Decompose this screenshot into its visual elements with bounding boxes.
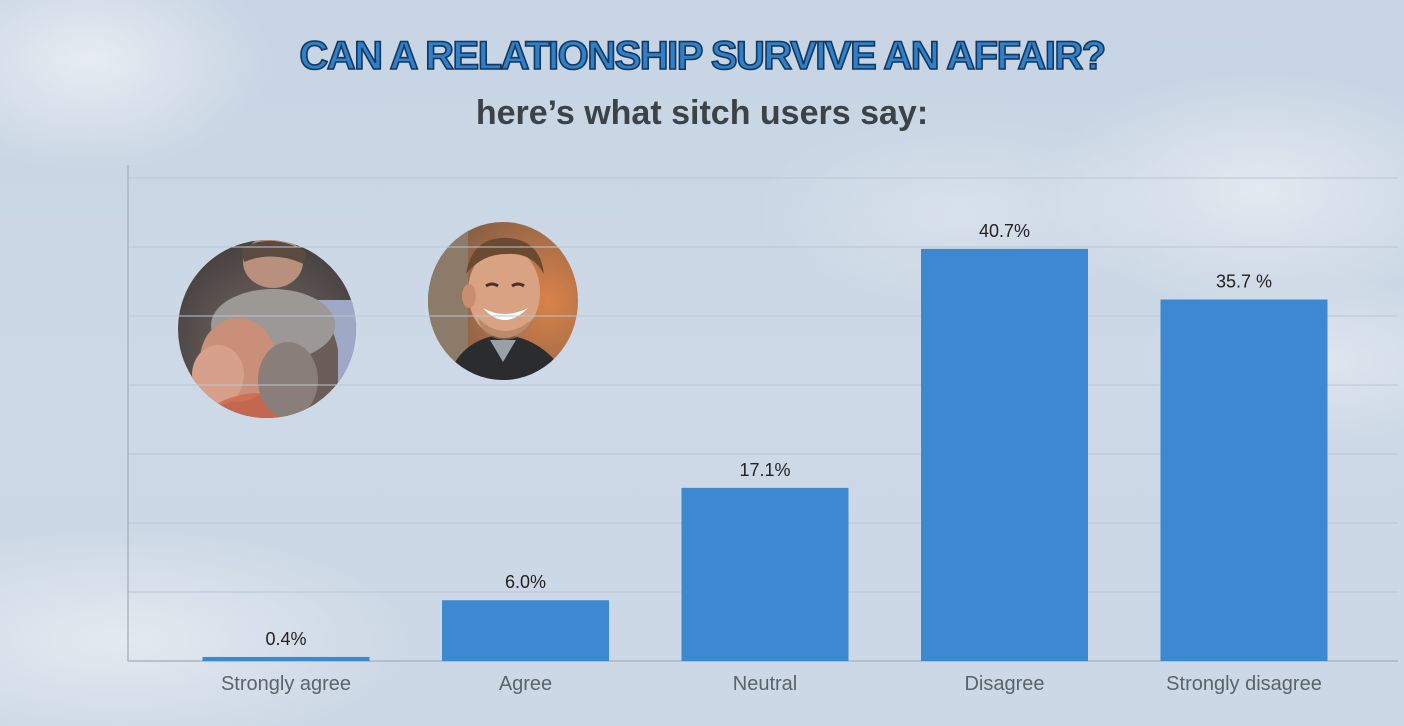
- bar-agree: [442, 600, 609, 661]
- bar-neutral: [681, 487, 849, 661]
- data-label: 6.0%: [505, 572, 546, 592]
- x-tick-label: Strongly disagree: [1166, 673, 1322, 695]
- bar-strongly-disagree: [1160, 299, 1328, 661]
- data-label: 17.1%: [739, 460, 790, 480]
- x-tick-label: Strongly agree: [221, 673, 351, 695]
- page-subtitle: here’s what sitch users say:: [475, 94, 929, 132]
- x-tick-label: Disagree: [964, 673, 1044, 695]
- page-title: CAN A RELATIONSHIP SURVIVE AN AFFAIR?: [299, 33, 1107, 79]
- x-tick-label: Neutral: [733, 673, 797, 695]
- bar-strongly-agree: [202, 656, 370, 661]
- data-label: 0.4%: [265, 629, 306, 649]
- bar-disagree: [921, 248, 1088, 662]
- data-label: 40.7%: [979, 221, 1030, 241]
- x-tick-label: Agree: [499, 673, 552, 695]
- data-label: 35.7 %: [1216, 272, 1272, 292]
